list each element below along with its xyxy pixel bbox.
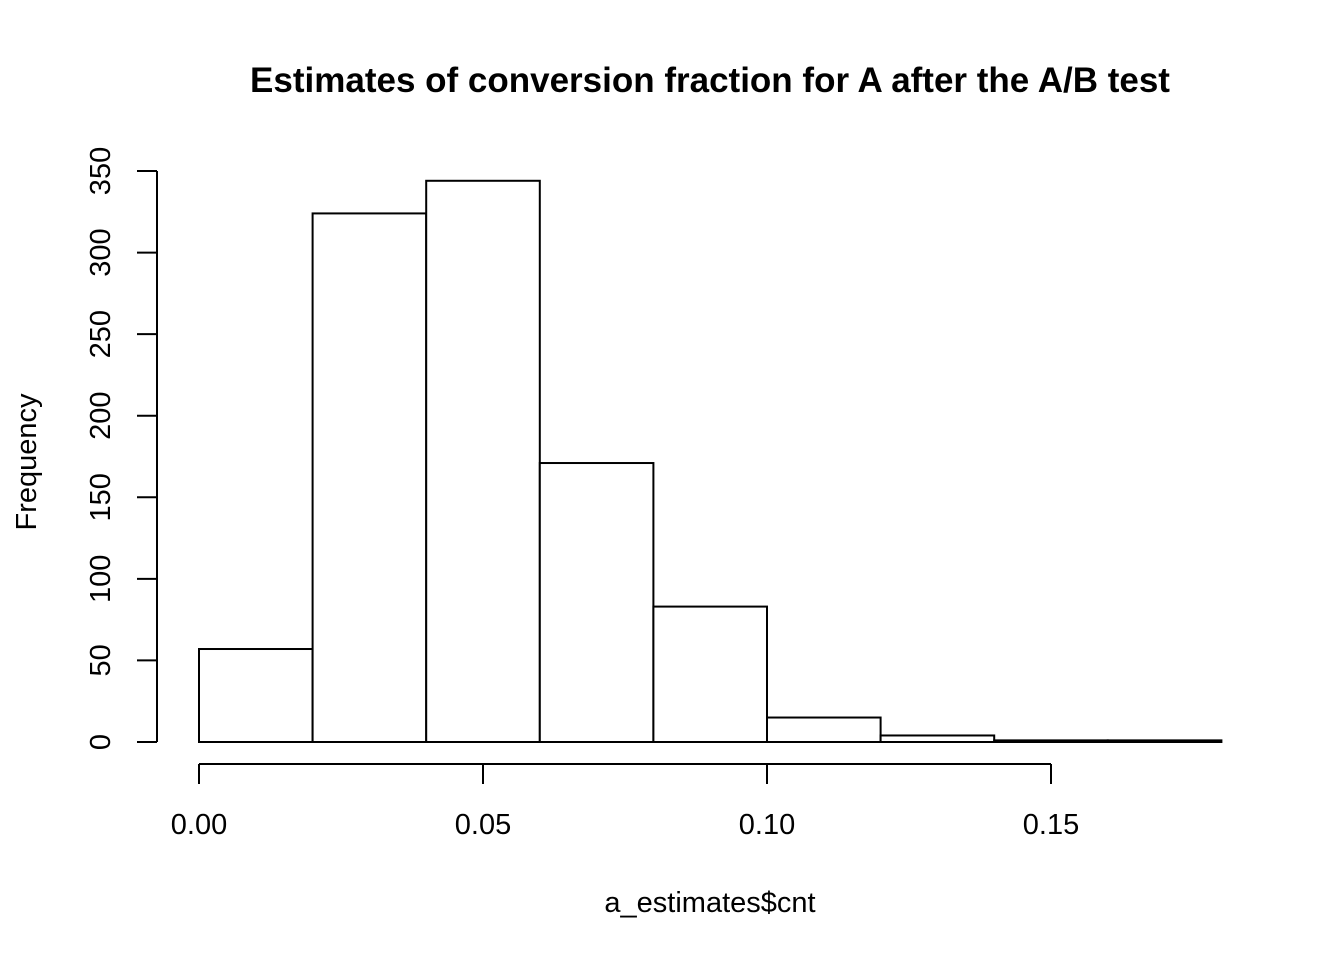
histogram-bar-1 (311, 212, 428, 744)
x-axis: 0.00 0.05 0.10 0.15 (171, 763, 1079, 841)
histogram-bar-2 (425, 179, 541, 743)
y-tick-label-1: 50 (85, 644, 117, 676)
histogram-bar-4 (652, 605, 769, 743)
x-tick-label-1: 0.05 (455, 809, 511, 841)
y-tick-label-7: 350 (85, 147, 117, 195)
y-tick-label-2: 100 (85, 555, 117, 603)
chart-title: Estimates of conversion fraction for A a… (250, 61, 1170, 100)
histogram-bar-6 (879, 734, 996, 744)
y-tick-label-4: 200 (85, 392, 117, 440)
y-tick-label-5: 250 (85, 310, 117, 358)
x-tick-label-0: 0.00 (171, 809, 227, 841)
y-axis: 0 50 100 150 200 250 300 350 (85, 147, 158, 750)
histogram-bar-7 (993, 739, 1109, 744)
histogram-bar-3 (538, 462, 655, 743)
histogram-bar-8 (1106, 739, 1223, 744)
histogram-bar-5 (766, 716, 882, 743)
histogram-bar-0 (198, 648, 314, 743)
y-tick-label-0: 0 (85, 734, 117, 750)
bars-group (198, 179, 1223, 744)
x-tick-label-3: 0.15 (1023, 809, 1079, 841)
y-tick-label-3: 150 (85, 473, 117, 521)
y-axis-label: Frequency (11, 393, 43, 531)
x-tick-label-2: 0.10 (739, 809, 795, 841)
x-axis-label: a_estimates$cnt (604, 887, 815, 919)
y-tick-label-6: 300 (85, 228, 117, 276)
